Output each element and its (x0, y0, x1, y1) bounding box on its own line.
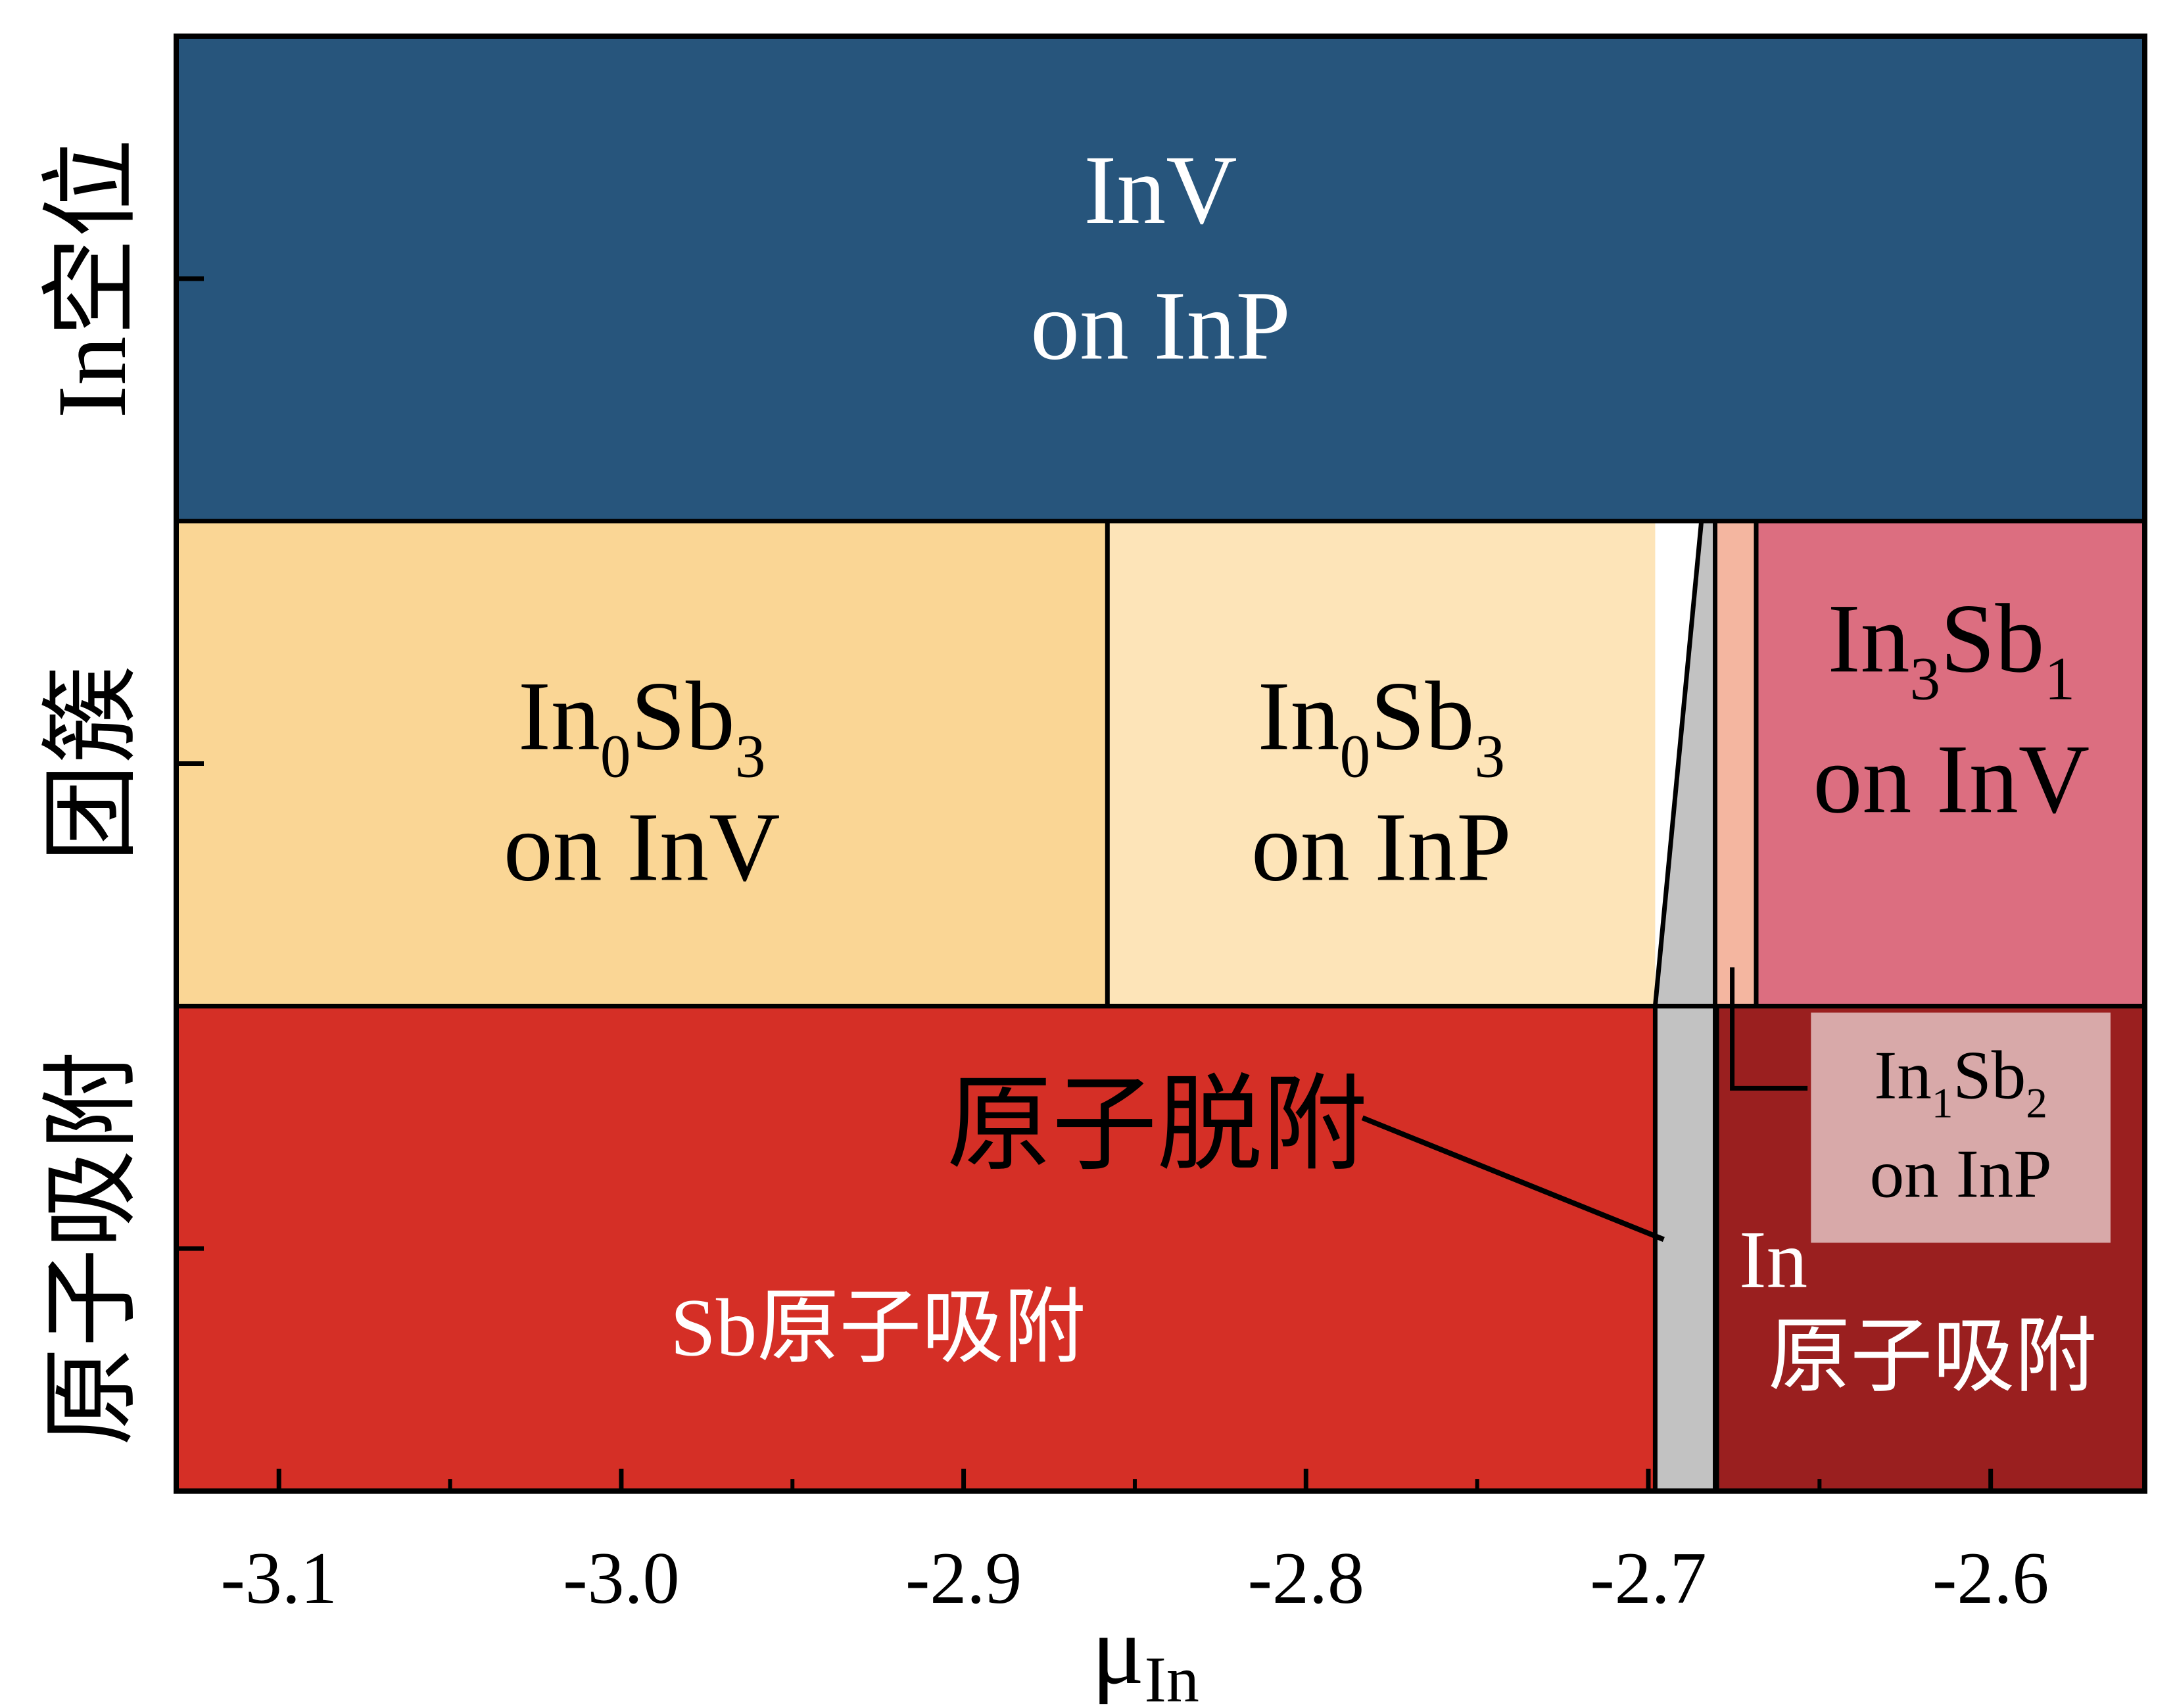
region-label-part: Sb原子吸附 (670, 1283, 1086, 1373)
region-border (1652, 521, 1704, 1007)
x-axis-label-main: μ (1091, 1596, 1144, 1705)
x-tick-label: -3.1 (221, 1538, 337, 1619)
region-label-part: on InV (1813, 724, 2090, 834)
x-tick-label: -3.0 (563, 1538, 679, 1619)
x-tick-label: -2.6 (1932, 1538, 2049, 1619)
in1sb2-label-part: 1 (1932, 1080, 1953, 1127)
region-label-part: 3 (735, 723, 766, 790)
region-cluster-1 (176, 521, 1108, 1007)
region-label: on InP (1251, 793, 1512, 902)
x-tick-label: -2.7 (1590, 1538, 1706, 1619)
region-label-part: on InV (504, 793, 780, 902)
region-label-part: InV (1084, 135, 1237, 245)
region-cluster-2 (1107, 521, 1656, 1007)
desorption-label: 原子脱附 (947, 1066, 1368, 1183)
region-cluster-3 (1717, 521, 1758, 1007)
in1sb2-label: on InP (1870, 1135, 2052, 1212)
x-axis-label: μIn (1091, 1596, 1199, 1708)
region-label-part: on InP (1030, 272, 1291, 381)
region-label: Sb原子吸附 (670, 1283, 1086, 1373)
region-label: In3Sb1 (1828, 584, 2075, 713)
row-label-cluster: 团簇 (37, 665, 147, 862)
x-axis-label-sub: In (1145, 1643, 1199, 1708)
region-label: 原子吸附 (1768, 1312, 2097, 1403)
region-label-part: 原子吸附 (1768, 1312, 2097, 1403)
desorption-wedge (1655, 521, 1717, 1007)
region-label: In0Sb3 (518, 661, 765, 790)
row-label-vacancy: In空位 (37, 139, 147, 418)
region-label: on InV (1813, 724, 2090, 834)
region-label-part: Sb (1940, 584, 2044, 693)
row-label-adsorption: 原子吸附 (37, 1051, 147, 1446)
region-label-part: 0 (600, 723, 631, 790)
region-label-part: 3 (1910, 645, 1941, 713)
region-label-part: In (518, 661, 600, 771)
in1sb2-label-part: on InP (1870, 1135, 2052, 1212)
in1sb2-label: In1Sb2 (1874, 1036, 2047, 1127)
region-label: on InV (504, 793, 780, 902)
in1sb2-label-part: 2 (2026, 1080, 2047, 1127)
region-label-part: 0 (1340, 723, 1371, 790)
in1sb2-label-part: Sb (1953, 1036, 2026, 1113)
x-tick-label: -2.8 (1248, 1538, 1364, 1619)
region-label: In (1739, 1215, 1807, 1306)
desorption-leader (1361, 1115, 1665, 1243)
region-label: InV (1084, 135, 1237, 245)
region-cluster-4 (1757, 521, 2145, 1007)
region-label: on InP (1030, 272, 1291, 381)
region-label-part: 1 (2045, 645, 2076, 713)
region-label: In0Sb3 (1258, 661, 1505, 790)
in1sb2-label-part: In (1874, 1036, 1931, 1113)
x-tick-label: -2.9 (905, 1538, 1022, 1619)
region-label-part: In (1258, 661, 1340, 771)
region-label-part: In (1828, 584, 1910, 693)
region-label-part: on InP (1251, 793, 1512, 902)
region-label-part: Sb (631, 661, 734, 771)
region-label-part: Sb (1370, 661, 1474, 771)
region-adsorption-5 (176, 1006, 1656, 1491)
region-label-part: 3 (1475, 723, 1506, 790)
desorption-band (1655, 1006, 1717, 1491)
in1sb2-box (1811, 1012, 2111, 1243)
region-label-part: In (1739, 1215, 1807, 1306)
region-vacancy-0 (176, 36, 2145, 521)
